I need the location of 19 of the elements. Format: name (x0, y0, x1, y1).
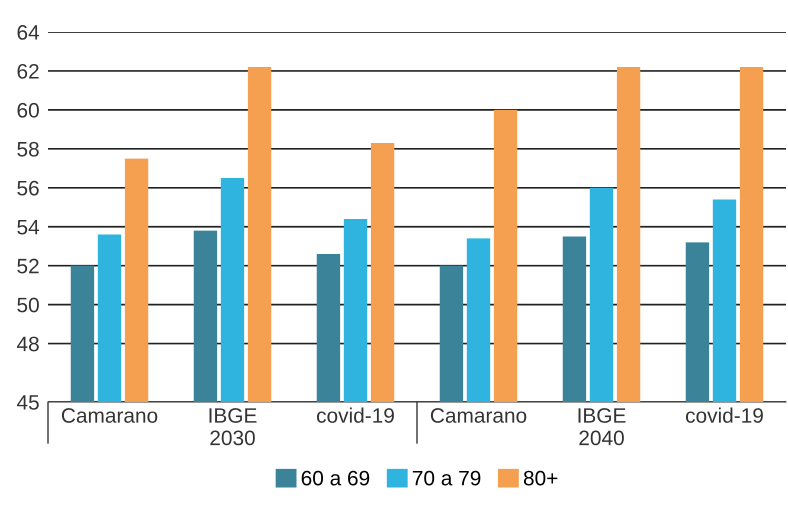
y-tick-label: 60 (18, 102, 39, 118)
x-tick-label: Camarano (62, 408, 158, 423)
y-tick-label: 64 (18, 25, 40, 40)
y-tick-label: 56 (17, 180, 39, 196)
legend-label: 80+ (524, 470, 558, 486)
x-tick-label: covid-19 (317, 408, 394, 423)
legend-label: 70 a 79 (412, 470, 480, 486)
y-tick-label: 58 (17, 142, 39, 157)
legend-label: 60 a 69 (302, 470, 370, 486)
y-tick-label: 52 (17, 258, 39, 274)
y-tick-label: 54 (17, 220, 40, 234)
x-tick-label: Camarano (430, 408, 526, 423)
x-tick-label: IBGE 2030 (210, 408, 256, 446)
y-tick-label: 50 (17, 298, 39, 312)
x-tick-label: covid-19 (686, 408, 763, 423)
y-tick-label: 45 (16, 395, 39, 410)
y-tick-label: 62 (18, 64, 39, 79)
x-tick-label: IBGE 2040 (578, 408, 626, 446)
y-tick-label: 48 (16, 336, 39, 352)
